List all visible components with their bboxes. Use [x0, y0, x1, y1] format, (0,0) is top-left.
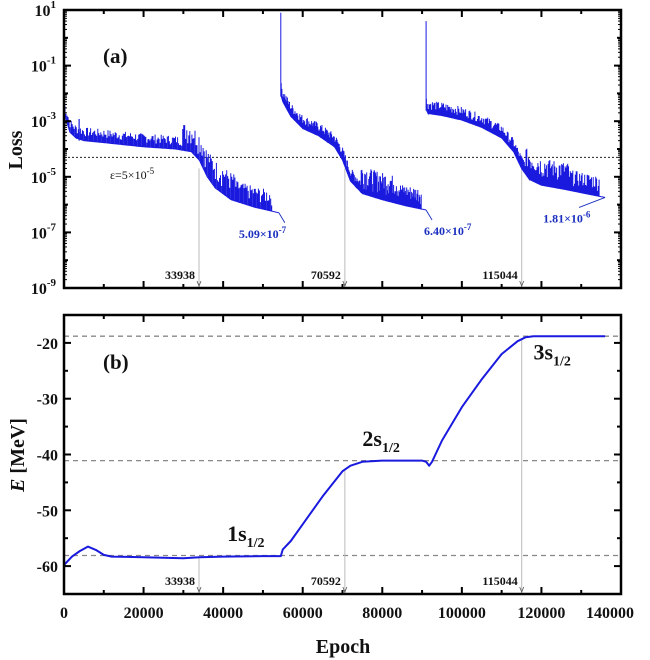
- y-tick-label: 10-1: [31, 55, 56, 76]
- x-tick-label: 0: [60, 605, 68, 622]
- y-tick-label: 101: [35, 0, 57, 20]
- state-label: 2s1/2: [362, 426, 399, 456]
- x-tick-label: 140000: [586, 605, 634, 622]
- epoch-marker-label: 70592: [311, 268, 341, 282]
- x-tick-label: 120000: [517, 605, 565, 622]
- epoch-marker-arrow: [342, 280, 348, 288]
- loss-curve-segment: [280, 12, 427, 211]
- panel-a-y-axis-title: Loss: [5, 130, 27, 169]
- loss-curve-segment: [63, 103, 279, 214]
- y-tick-label: 10-7: [31, 221, 57, 242]
- panel-b-y-tick-labels: -20 -30 -40 -50 -60: [37, 336, 58, 576]
- panel-a-guides: [64, 156, 621, 288]
- x-tick-label: 100000: [438, 605, 486, 622]
- epoch-marker-arrow: [196, 586, 202, 594]
- x-tick-label: 40000: [203, 605, 243, 622]
- panel-b-series: [63, 335, 606, 566]
- y-tick-label: -50: [37, 503, 58, 520]
- panel-a-series: [63, 12, 606, 214]
- epoch-marker-label: 33938: [165, 268, 195, 282]
- panel-b-y-axis-title: E [MeV]: [7, 418, 29, 493]
- panel-b-label: (b): [103, 350, 129, 374]
- y-tick-label: 10-5: [31, 166, 57, 187]
- epoch-marker-label: 115044: [482, 574, 517, 588]
- panel-a-marker-labels: 33938 70592 115044: [165, 268, 518, 282]
- y-tick-label: -30: [37, 392, 58, 409]
- x-tick-label: 60000: [283, 605, 323, 622]
- y-tick-label: -60: [37, 559, 58, 576]
- epoch-marker-arrow: [196, 280, 202, 288]
- y-tick-label: 10-9: [31, 277, 57, 298]
- epoch-marker-arrow: [519, 586, 525, 594]
- energy-curve: [63, 335, 606, 566]
- state-label: 3s1/2: [533, 340, 570, 370]
- panel-a-loss: 101 10-1 10-3 10-5 10-7 10-9 (a) Loss ε=5×10-…: [5, 0, 623, 298]
- panel-a-y-tick-labels: 101 10-1 10-3 10-5 10-7 10-9: [31, 0, 57, 298]
- final-value-arrow: [578, 197, 606, 208]
- panel-a-ticks: [63, 9, 622, 289]
- panel-b-x-tick-labels: 0 20000 40000 60000 80000 100000 120000 140000: [60, 605, 634, 622]
- final-value-arrow: [278, 212, 286, 223]
- panel-b-marker-labels: 33938 70592 115044: [165, 574, 518, 588]
- final-value-arrow: [425, 209, 433, 221]
- panel-b-guides: [64, 335, 621, 594]
- final-value-label: 1.81×10-6: [543, 209, 591, 225]
- y-tick-label: -20: [37, 336, 58, 353]
- epoch-marker-arrow: [519, 280, 525, 288]
- x-tick-label: 20000: [124, 605, 164, 622]
- final-value-label: 5.09×10-7: [239, 225, 287, 241]
- threshold-label: ε=5×10-5: [110, 166, 155, 182]
- epoch-marker-label: 115044: [482, 268, 517, 282]
- final-value-label: 6.40×10-7: [424, 222, 472, 238]
- panel-b-state-labels: 1s1/2 2s1/2 3s1/2: [227, 340, 571, 551]
- y-tick-label: 10-3: [31, 110, 57, 131]
- loss-curve-segment: [425, 21, 606, 198]
- epoch-marker-arrow: [342, 586, 348, 594]
- panel-a-label: (a): [103, 44, 128, 68]
- panel-a-final-values: 5.09×10-7 6.40×10-7 1.81×10-6: [239, 197, 606, 241]
- epoch-marker-label: 33938: [165, 574, 195, 588]
- panel-b-x-axis-title: Epoch: [316, 636, 370, 658]
- x-tick-label: 80000: [362, 605, 402, 622]
- panel-b-energy: -20 -30 -40 -50 -60 0 20000 40000 60000 80000 100…: [7, 313, 634, 658]
- panel-b-ticks: [63, 315, 622, 594]
- y-tick-label: -40: [37, 448, 58, 465]
- state-label: 1s1/2: [227, 521, 264, 551]
- epoch-marker-label: 70592: [311, 574, 341, 588]
